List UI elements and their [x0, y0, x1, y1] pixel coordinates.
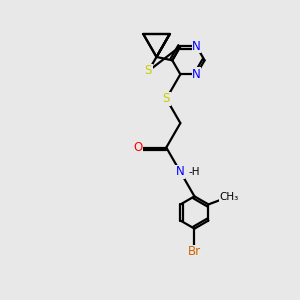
Text: S: S — [163, 92, 170, 105]
Text: Br: Br — [188, 245, 201, 258]
Text: N: N — [176, 165, 185, 178]
Text: O: O — [134, 141, 143, 154]
Text: -H: -H — [189, 167, 200, 177]
Text: N: N — [192, 68, 201, 81]
Text: CH₃: CH₃ — [219, 192, 238, 202]
Text: N: N — [192, 40, 201, 53]
Text: S: S — [145, 64, 152, 77]
